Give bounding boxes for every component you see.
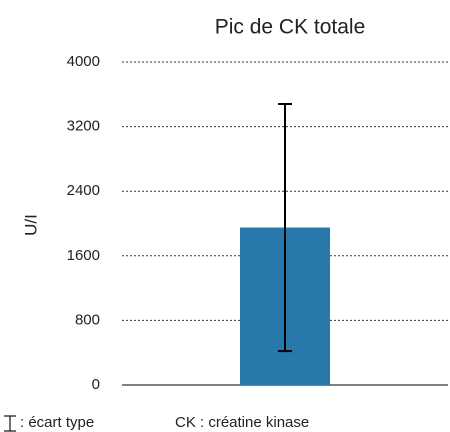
error-bar [278,102,292,353]
y-tick-label: 1600 [67,247,100,264]
y-tick-label: 2400 [67,182,100,199]
y-axis-label: U/I [21,214,40,236]
legend-note: : écart type [20,414,94,431]
error-icon [4,415,16,432]
legend-note: CK : créatine kinase [175,414,309,431]
y-tick-label: 800 [75,311,100,328]
y-tick-label: 3200 [67,118,100,135]
chart-title: Pic de CK totale [215,16,366,39]
y-tick-label: 0 [92,376,100,393]
y-tick-label: 4000 [67,53,100,70]
